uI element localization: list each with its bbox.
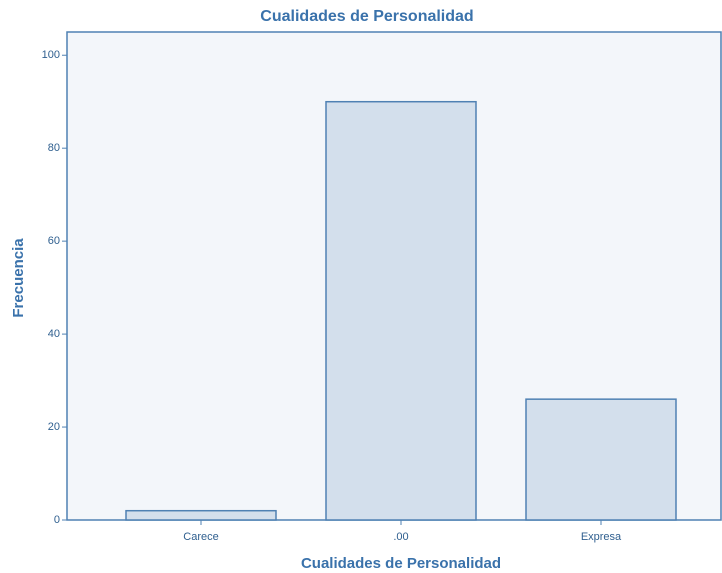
y-tick-label: 40 <box>48 328 60 340</box>
bar <box>525 398 677 521</box>
y-tick-label: 60 <box>48 235 60 247</box>
x-axis-title: Cualidades de Personalidad <box>301 555 501 572</box>
x-tick-label: Carece <box>183 531 218 543</box>
bar <box>325 100 477 521</box>
y-tick-label: 20 <box>48 421 60 433</box>
y-tick-label: 80 <box>48 142 60 154</box>
bar <box>125 509 277 521</box>
y-axis-title: Frecuencia <box>10 238 27 318</box>
x-tick-label: .00 <box>393 531 408 543</box>
y-tick-label: 100 <box>42 49 60 61</box>
x-tick-label: Expresa <box>581 531 622 543</box>
chart-title: Cualidades de Personalidad <box>260 8 473 25</box>
y-tick-label: 0 <box>54 514 60 526</box>
